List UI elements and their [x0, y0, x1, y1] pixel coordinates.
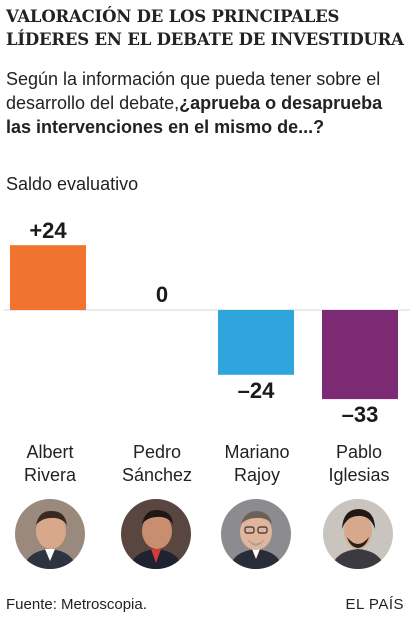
chart-title: VALORACIÓN DE LOS PRINCIPALES LÍDERES EN… [6, 5, 410, 51]
chart-title-line2: LÍDERES EN EL DEBATE DE INVESTIDURA [6, 30, 404, 49]
leader-last-name: Sánchez [121, 465, 193, 485]
bar-iglesias [322, 310, 398, 400]
brand-logo-text: EL PAÍS [345, 596, 404, 613]
leader-last-name: Rajoy [233, 465, 281, 485]
leader-last-name: Iglesias [328, 465, 390, 485]
source-note: Fuente: Metroscopia. [6, 596, 147, 613]
survey-question: Según la información que pueda tener sob… [6, 67, 410, 139]
leader-name-iglesias: Pablo Iglesias [309, 441, 409, 487]
leader-name-rajoy: Mariano Rajoy [207, 441, 307, 487]
value-label-iglesias: –33 [342, 402, 379, 427]
mariano-rajoy-portrait [221, 499, 291, 569]
leader-last-name: Rivera [23, 465, 76, 485]
leader-name-sanchez: Pedro Sánchez [107, 441, 207, 487]
value-label-rivera: +24 [29, 218, 67, 243]
bar-rivera [10, 245, 86, 310]
survey-question-emphasis: ¿aprueba o desaprueba las intervenciones… [6, 93, 383, 137]
value-label-sanchez: 0 [156, 282, 168, 307]
leader-first-name: Pablo [335, 442, 383, 462]
pedro-sanchez-portrait [121, 499, 191, 569]
leader-first-name: Mariano [224, 442, 290, 462]
leader-first-name: Pedro [132, 442, 182, 462]
chart-subtitle: Saldo evaluativo [6, 174, 139, 194]
leader-name-rivera: Albert Rivera [0, 441, 100, 487]
bar-chart: +24 0 –24 –33 [4, 218, 410, 427]
albert-rivera-portrait [15, 499, 85, 569]
chart-title-line1: VALORACIÓN DE LOS PRINCIPALES [6, 7, 340, 26]
pablo-iglesias-portrait [323, 499, 393, 569]
bar-rajoy [218, 310, 294, 375]
value-label-rajoy: –24 [238, 378, 275, 403]
survey-question-text: Según la información que pueda tener sob… [6, 69, 381, 113]
leader-first-name: Albert [26, 442, 74, 462]
